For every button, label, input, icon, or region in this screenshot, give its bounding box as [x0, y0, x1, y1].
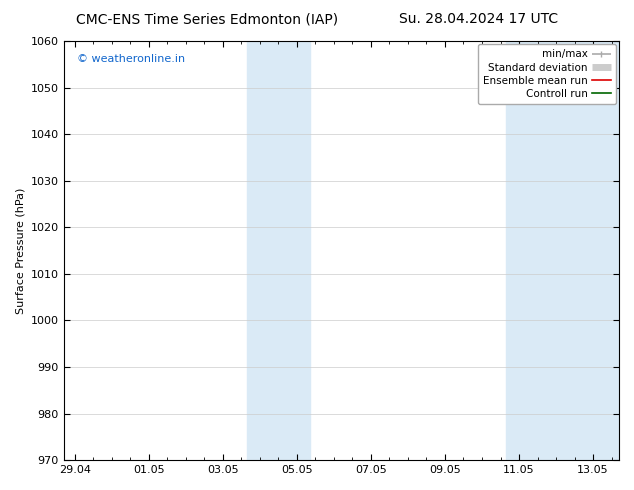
Y-axis label: Surface Pressure (hPa): Surface Pressure (hPa)	[15, 187, 25, 314]
Text: Su. 28.04.2024 17 UTC: Su. 28.04.2024 17 UTC	[399, 12, 558, 26]
Bar	[247, 41, 310, 460]
Bar	[506, 41, 619, 460]
Legend: min/max, Standard deviation, Ensemble mean run, Controll run: min/max, Standard deviation, Ensemble me…	[478, 44, 616, 104]
Text: © weatheronline.in: © weatheronline.in	[77, 53, 186, 64]
Text: CMC-ENS Time Series Edmonton (IAP): CMC-ENS Time Series Edmonton (IAP)	[76, 12, 338, 26]
